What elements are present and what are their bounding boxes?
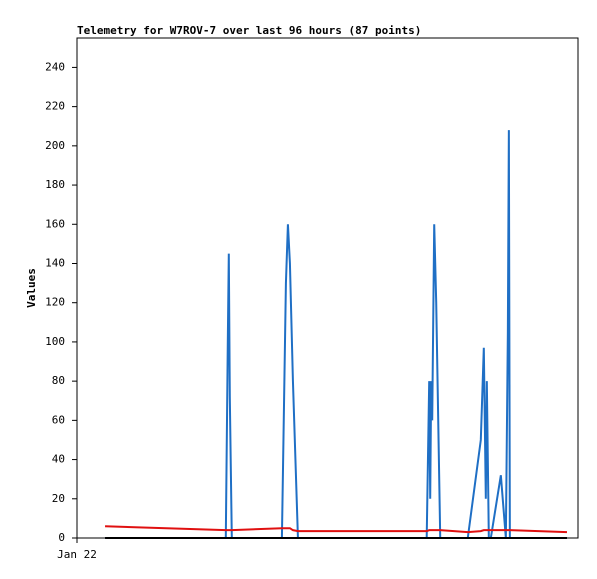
plot-frame	[76, 37, 579, 539]
x-tick-label: Jan 22	[57, 548, 97, 561]
y-tick-label: 80	[52, 374, 65, 387]
y-tick-label: 120	[45, 296, 65, 309]
y-tick-label: 40	[52, 453, 65, 466]
y-tick-label: 180	[45, 178, 65, 191]
y-tick-label: 200	[45, 139, 65, 152]
y-axis-label: Values	[25, 268, 38, 308]
y-tick-label: 20	[52, 492, 65, 505]
y-tick-label: 0	[58, 531, 65, 544]
y-tick-label: 240	[45, 60, 65, 73]
y-tick-label: 220	[45, 100, 65, 113]
series-line	[105, 525, 568, 534]
y-tick-label: 100	[45, 335, 65, 348]
y-tick-label: 140	[45, 256, 65, 269]
y-tick-label: 160	[45, 217, 65, 230]
y-tick-label: 60	[52, 413, 65, 426]
chart-title: Telemetry for W7ROV-7 over last 96 hours…	[77, 24, 421, 37]
